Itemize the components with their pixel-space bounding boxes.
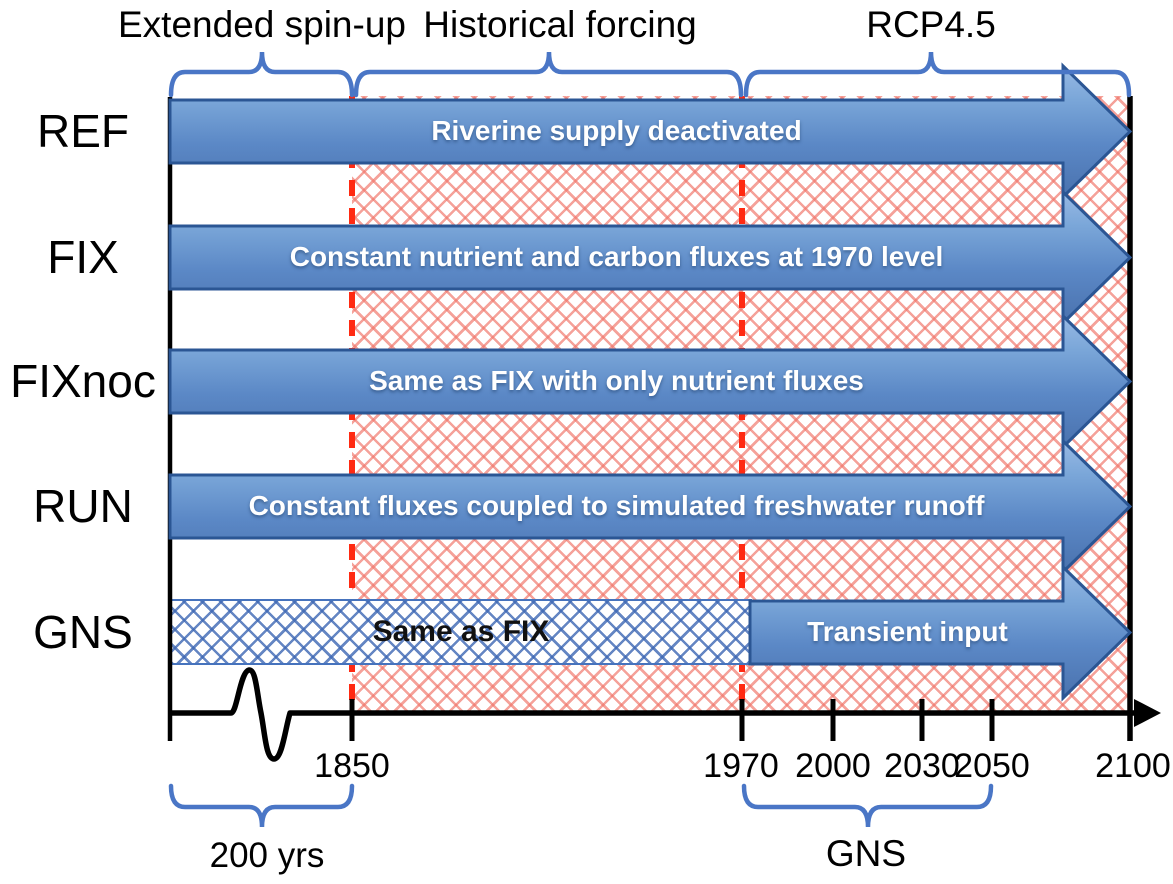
period-label-historical-forcing: Historical forcing <box>423 4 697 45</box>
fix-arrow-caption: Constant nutrient and carbon fluxes at 1… <box>289 241 944 272</box>
gns-transient-caption: Transient input <box>807 616 1008 647</box>
brace-200yrs <box>168 783 355 828</box>
ref-arrow-caption: Riverine supply deactivated <box>431 115 802 146</box>
fixnoc-arrow-shape <box>168 312 1133 451</box>
row-label-gns: GNS <box>33 606 133 658</box>
run-arrow-shape <box>168 437 1133 576</box>
fix-arrow-shape <box>168 188 1133 327</box>
label-gns-period: GNS <box>825 833 907 874</box>
tick-2000: 2000 <box>795 747 871 785</box>
run-arrow-caption: Constant fluxes coupled to simulated fre… <box>248 490 985 521</box>
brace-rcp45 <box>743 51 1132 98</box>
gns-transient-arrow-shape <box>748 563 1133 702</box>
ref-arrow-shape <box>168 62 1133 201</box>
tick-2100: 2100 <box>1095 747 1171 785</box>
brace-gns-period <box>741 783 994 828</box>
row-label-ref: REF <box>37 105 129 157</box>
period-label-extended-spinup: Extended spin-up <box>118 4 406 45</box>
row-label-run: RUN <box>33 480 133 532</box>
axis-arrowhead-icon <box>1134 699 1161 727</box>
tick-1970: 1970 <box>703 747 779 785</box>
gns-same-as-fix-caption: Same as FIX <box>372 615 550 648</box>
tick-2030: 2030 <box>884 747 960 785</box>
axis-ticks <box>349 699 995 741</box>
brace-extended-spinup <box>168 51 355 98</box>
gns-same-as-fix-bar <box>168 599 752 665</box>
row-label-fix: FIX <box>47 231 119 283</box>
tick-1850: 1850 <box>314 747 390 785</box>
row-label-fixnoc: FIXnoc <box>10 355 156 407</box>
fixnoc-arrow-caption: Same as FIX with only nutrient fluxes <box>369 365 864 396</box>
period-label-rcp45: RCP4.5 <box>866 4 996 45</box>
brace-historical-forcing <box>353 51 744 98</box>
time-axis <box>170 667 1146 762</box>
tick-2050: 2050 <box>954 747 1030 785</box>
label-200yrs: 200 yrs <box>209 836 325 875</box>
